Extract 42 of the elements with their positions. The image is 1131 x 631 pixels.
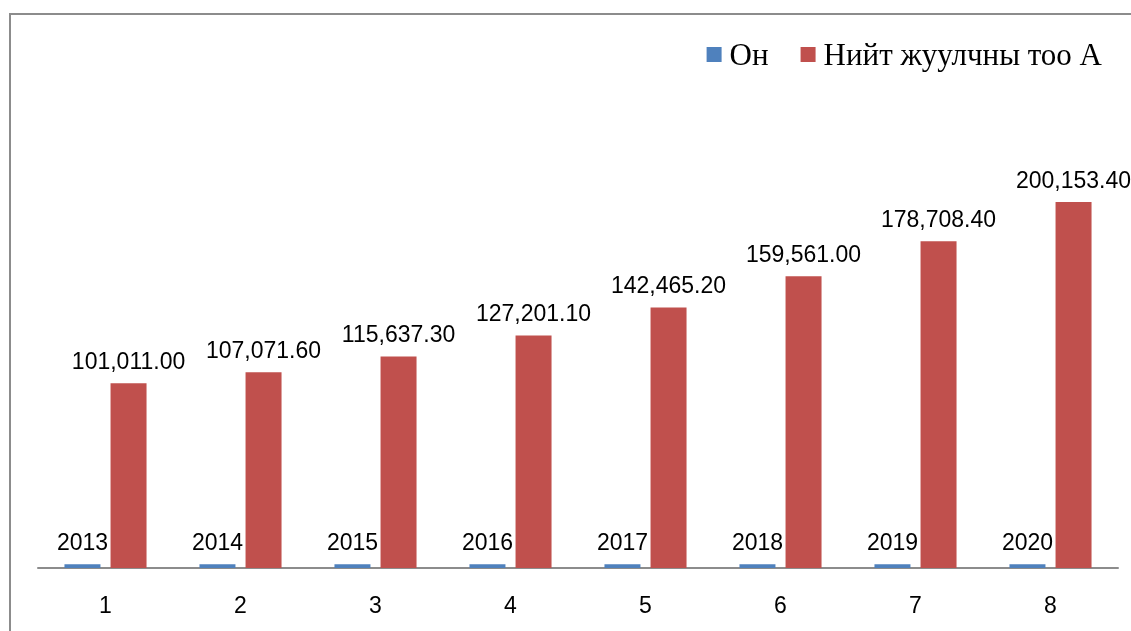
data-label: 107,071.60 — [205, 336, 322, 363]
legend-label: Он — [729, 37, 769, 72]
bar — [469, 564, 506, 568]
data-label: 127,201.10 — [475, 299, 592, 326]
bar — [515, 335, 552, 568]
bar — [920, 241, 957, 568]
x-tick-label: 5 — [639, 591, 652, 618]
data-label: 159,561.00 — [745, 240, 862, 267]
bar — [245, 372, 282, 568]
bar — [199, 564, 236, 568]
bar — [1009, 564, 1046, 568]
bar — [334, 564, 371, 568]
bar — [874, 564, 911, 568]
bar — [1055, 202, 1092, 568]
data-label: 178,708.40 — [880, 205, 997, 232]
x-tick-label: 3 — [369, 591, 382, 618]
x-tick-label: 7 — [909, 591, 922, 618]
data-label: 200,153.40 — [1015, 166, 1131, 193]
data-label: 115,637.30 — [341, 321, 456, 348]
data-label: 2019 — [866, 528, 919, 555]
x-tick-label: 6 — [774, 591, 787, 618]
bar — [739, 564, 776, 568]
legend-label: Нийт жуулчны тоо А — [823, 37, 1103, 72]
data-label: 2020 — [1001, 528, 1054, 555]
x-tick-label: 2 — [234, 591, 247, 618]
data-label: 2017 — [596, 528, 649, 555]
data-label: 2015 — [326, 528, 379, 555]
x-tick-label: 4 — [504, 591, 518, 618]
data-label: 142,465.20 — [610, 272, 727, 299]
bar — [64, 564, 101, 568]
bar — [110, 383, 147, 568]
x-tick-label: 1 — [99, 591, 112, 618]
bar — [650, 307, 687, 568]
bar — [785, 276, 822, 568]
data-label: 2014 — [191, 528, 244, 555]
bar — [380, 356, 417, 568]
data-label: 101,011.00 — [71, 347, 186, 374]
data-label: 2013 — [56, 528, 109, 555]
x-tick-label: 8 — [1044, 591, 1057, 618]
data-label: 2018 — [731, 528, 784, 555]
data-label: 2016 — [461, 528, 514, 555]
bar — [604, 564, 641, 568]
